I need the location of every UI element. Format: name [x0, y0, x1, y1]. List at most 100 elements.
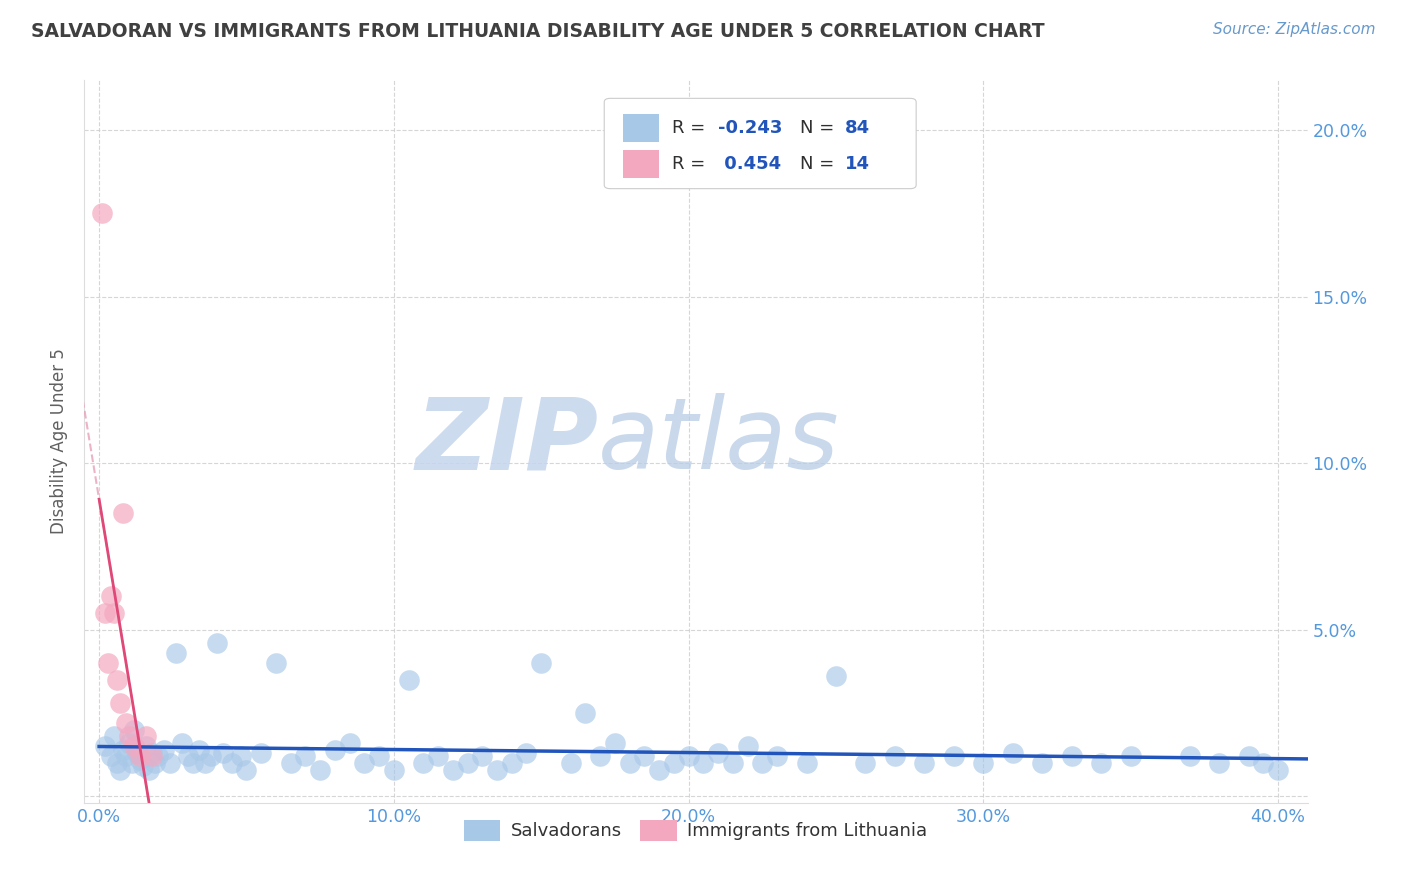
- Point: [114, 749, 136, 764]
- Point: [1267, 763, 1289, 777]
- Point: [141, 746, 163, 760]
- Point: [530, 656, 553, 670]
- Text: N =: N =: [800, 155, 834, 173]
- Point: [91, 206, 114, 220]
- Point: [515, 746, 537, 760]
- Point: [309, 763, 332, 777]
- Y-axis label: Disability Age Under 5: Disability Age Under 5: [51, 349, 69, 534]
- Point: [280, 756, 302, 770]
- Point: [942, 749, 965, 764]
- Point: [603, 736, 626, 750]
- Point: [560, 756, 582, 770]
- Text: Source: ZipAtlas.com: Source: ZipAtlas.com: [1212, 22, 1375, 37]
- Point: [368, 749, 391, 764]
- Point: [108, 696, 131, 710]
- Point: [912, 756, 935, 770]
- Text: atlas: atlas: [598, 393, 839, 490]
- Point: [441, 763, 464, 777]
- Point: [412, 756, 434, 770]
- Point: [471, 749, 494, 764]
- Point: [170, 736, 193, 750]
- Point: [129, 752, 152, 766]
- Point: [707, 746, 730, 760]
- Point: [855, 756, 877, 770]
- Text: N =: N =: [800, 119, 834, 137]
- Point: [212, 746, 235, 760]
- Text: 0.454: 0.454: [718, 155, 782, 173]
- Point: [353, 756, 375, 770]
- Point: [188, 742, 211, 756]
- Point: [250, 746, 273, 760]
- Point: [165, 646, 187, 660]
- Point: [100, 590, 122, 604]
- Point: [323, 742, 346, 756]
- Point: [972, 756, 994, 770]
- Point: [132, 759, 155, 773]
- Point: [1208, 756, 1230, 770]
- Point: [111, 506, 134, 520]
- Point: [141, 749, 163, 764]
- Text: R =: R =: [672, 119, 704, 137]
- Point: [205, 636, 228, 650]
- Point: [1060, 749, 1083, 764]
- Point: [124, 723, 146, 737]
- Point: [135, 739, 157, 754]
- Point: [264, 656, 287, 670]
- Point: [382, 763, 405, 777]
- Point: [501, 756, 523, 770]
- Text: 14: 14: [845, 155, 870, 173]
- Point: [114, 715, 136, 730]
- Point: [183, 756, 205, 770]
- Point: [159, 756, 181, 770]
- Point: [1237, 749, 1260, 764]
- Point: [1090, 756, 1112, 770]
- Point: [138, 763, 160, 777]
- Point: [294, 749, 316, 764]
- Point: [678, 749, 700, 764]
- Point: [398, 673, 420, 687]
- Point: [662, 756, 685, 770]
- Point: [176, 749, 198, 764]
- FancyBboxPatch shape: [623, 114, 659, 142]
- Point: [825, 669, 848, 683]
- Point: [153, 742, 176, 756]
- Point: [796, 756, 818, 770]
- Point: [721, 756, 744, 770]
- Point: [1178, 749, 1201, 764]
- Point: [200, 749, 222, 764]
- Point: [339, 736, 361, 750]
- Point: [135, 729, 157, 743]
- Text: ZIP: ZIP: [415, 393, 598, 490]
- Legend: Salvadorans, Immigrants from Lithuania: Salvadorans, Immigrants from Lithuania: [457, 813, 935, 848]
- Point: [121, 756, 143, 770]
- Point: [124, 739, 146, 754]
- Point: [117, 729, 139, 743]
- Point: [648, 763, 671, 777]
- Point: [111, 742, 134, 756]
- Point: [97, 656, 120, 670]
- Point: [229, 749, 252, 764]
- Point: [619, 756, 641, 770]
- Point: [737, 739, 759, 754]
- Point: [94, 739, 117, 754]
- Point: [103, 606, 125, 620]
- Point: [117, 736, 139, 750]
- Point: [1253, 756, 1275, 770]
- Text: 84: 84: [845, 119, 870, 137]
- Point: [221, 756, 243, 770]
- FancyBboxPatch shape: [605, 98, 917, 189]
- Point: [194, 756, 217, 770]
- Point: [129, 749, 152, 764]
- Point: [766, 749, 789, 764]
- Point: [457, 756, 479, 770]
- Text: SALVADORAN VS IMMIGRANTS FROM LITHUANIA DISABILITY AGE UNDER 5 CORRELATION CHART: SALVADORAN VS IMMIGRANTS FROM LITHUANIA …: [31, 22, 1045, 41]
- Text: R =: R =: [672, 155, 704, 173]
- Point: [127, 746, 149, 760]
- Point: [574, 706, 596, 720]
- Point: [589, 749, 612, 764]
- Point: [94, 606, 117, 620]
- Point: [146, 749, 169, 764]
- Point: [1119, 749, 1142, 764]
- Point: [884, 749, 907, 764]
- Text: -0.243: -0.243: [718, 119, 782, 137]
